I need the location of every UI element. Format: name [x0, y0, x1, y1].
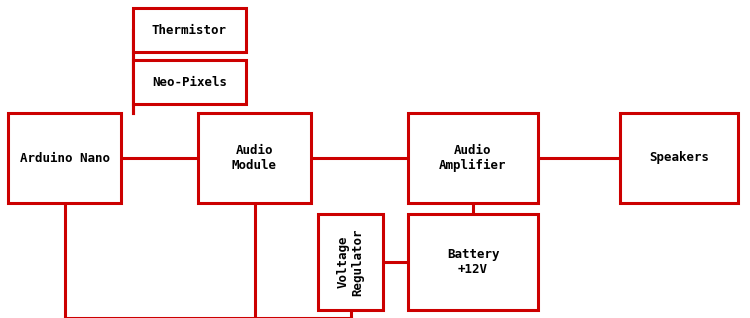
- Text: Arduino Nano: Arduino Nano: [20, 151, 110, 164]
- Text: Audio
Amplifier: Audio Amplifier: [440, 144, 507, 172]
- Text: Speakers: Speakers: [649, 151, 709, 164]
- Text: Neo-Pixels: Neo-Pixels: [152, 75, 227, 88]
- Bar: [133, 60, 246, 104]
- Bar: [8, 113, 121, 203]
- Bar: [408, 214, 538, 310]
- Bar: [408, 113, 538, 203]
- Bar: [318, 214, 383, 310]
- Bar: [133, 8, 246, 52]
- Text: Thermistor: Thermistor: [152, 24, 227, 37]
- Text: Voltage
Regulator: Voltage Regulator: [337, 228, 364, 296]
- Bar: [198, 113, 311, 203]
- Text: Battery
+12V: Battery +12V: [447, 248, 500, 276]
- Text: Audio
Module: Audio Module: [232, 144, 277, 172]
- Bar: [620, 113, 738, 203]
